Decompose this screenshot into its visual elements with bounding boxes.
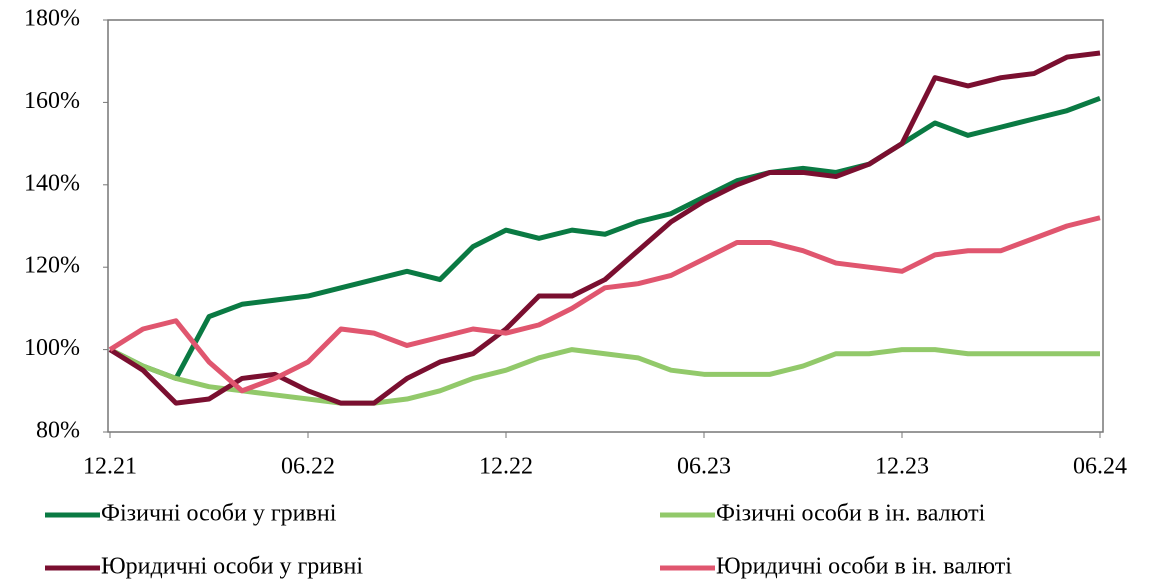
x-tick-label: 12.21	[83, 454, 137, 480]
y-tick-label: 100%	[24, 335, 80, 361]
y-tick-label: 180%	[24, 6, 80, 32]
x-tick-label: 06.22	[281, 454, 335, 480]
y-tick-label: 140%	[24, 170, 80, 196]
y-tick-label: 120%	[24, 253, 80, 279]
plot-frame	[107, 19, 1104, 433]
x-tick-label: 06.23	[677, 454, 731, 480]
x-tick-label: 12.23	[875, 454, 929, 480]
legend-label: Юридичні особи у гривні	[101, 554, 363, 580]
series-line	[108, 50, 1101, 406]
legend-label: Юридичні особи в ін. валюті	[716, 554, 1012, 580]
x-tick-label: 06.24	[1073, 454, 1127, 480]
legend-label: Фізичні особи в ін. валюті	[716, 501, 986, 527]
y-tick-label: 80%	[36, 418, 80, 444]
x-tick-label: 12.22	[479, 454, 533, 480]
series-line	[108, 347, 1100, 406]
series-line	[108, 215, 1101, 394]
legend-label: Фізичні особи у гривні	[101, 501, 337, 527]
series-line	[108, 95, 1101, 381]
y-tick-label: 160%	[24, 88, 80, 114]
